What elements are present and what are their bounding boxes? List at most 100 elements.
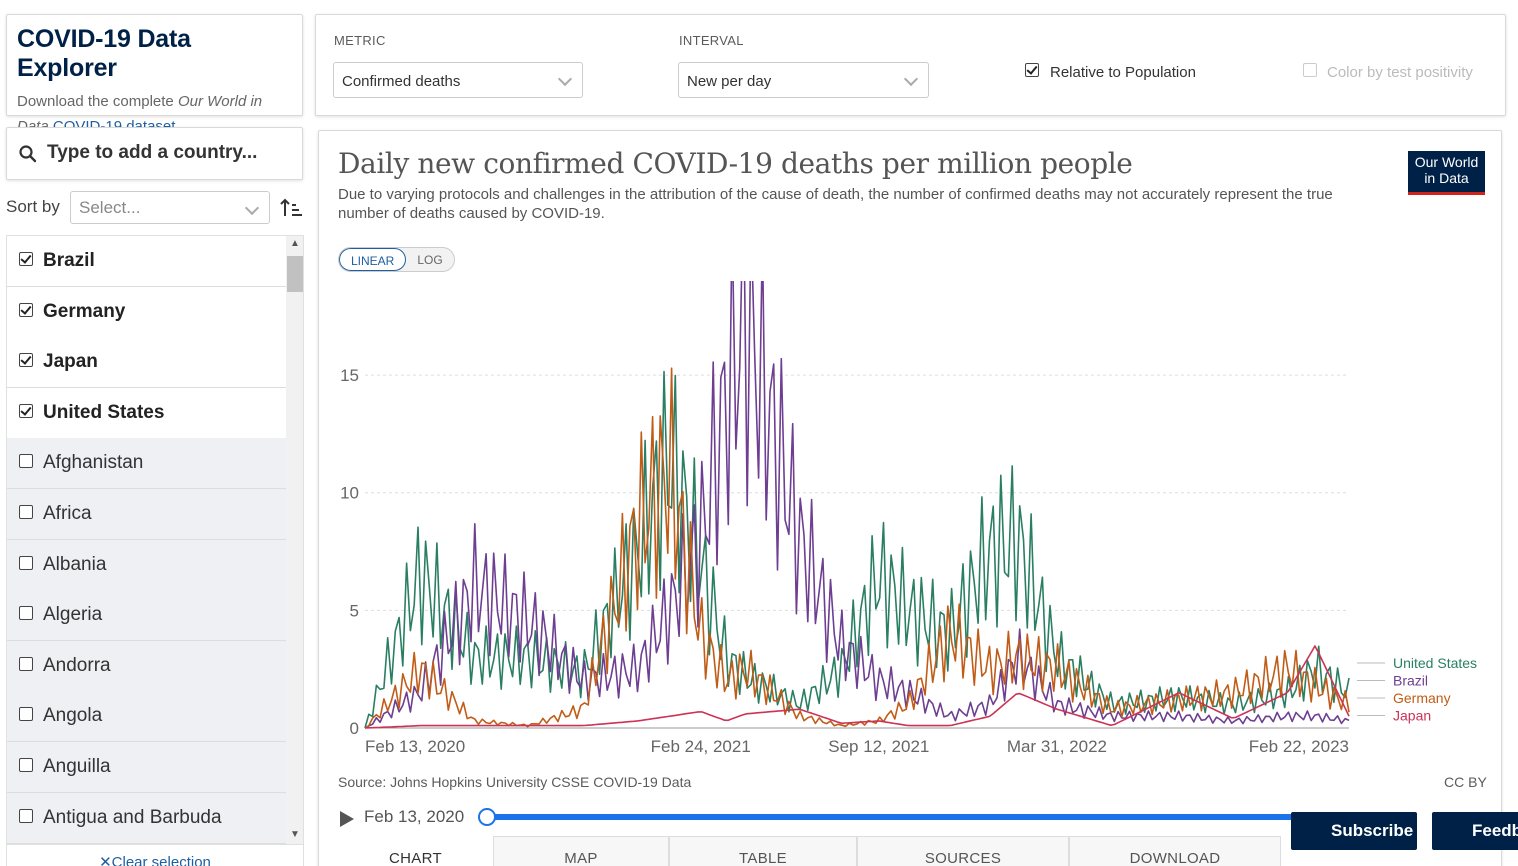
country-name: Africa	[43, 503, 92, 524]
relative-checkbox[interactable]	[1025, 63, 1039, 77]
y-tick-label: 5	[350, 601, 359, 620]
legend-label: Brazil	[1393, 673, 1428, 689]
desc-suffix: .	[175, 118, 179, 135]
country-item[interactable]: Afghanistan	[7, 438, 286, 490]
country-checkbox[interactable]	[19, 505, 33, 519]
title-panel: COVID-19 Data Explorer Download the comp…	[6, 14, 303, 135]
license-note[interactable]: CC BY	[1444, 774, 1487, 790]
x-tick-label: Sep 12, 2021	[828, 737, 929, 756]
x-tick-label: Feb 13, 2020	[365, 737, 465, 756]
country-checkbox[interactable]	[19, 454, 33, 469]
country-list: Brazil Germany Japan United States Afghanist…	[6, 235, 304, 845]
legend-label: Germany	[1393, 690, 1451, 706]
country-search[interactable]: Type to add a country...	[6, 127, 303, 180]
country-name: Angola	[43, 705, 103, 727]
chart-title: Daily new confirmed COVID-19 deaths per …	[338, 147, 1133, 180]
country-name: Anguilla	[43, 756, 111, 777]
series-line-united-states	[364, 370, 1350, 729]
tab-map[interactable]: MAP	[493, 836, 669, 866]
country-item[interactable]: Algeria	[7, 590, 286, 642]
country-name: Andorra	[43, 654, 111, 676]
sort-by-label: Sort by	[6, 197, 60, 216]
sort-ascending-icon[interactable]	[280, 198, 304, 218]
country-checkbox[interactable]	[19, 353, 33, 368]
timeline: Feb 13, 2020	[338, 803, 1488, 833]
country-checkbox[interactable]	[19, 656, 33, 671]
country-item[interactable]: Andorra	[7, 640, 286, 692]
legend-label: Japan	[1393, 708, 1431, 724]
scrollbar[interactable]: ▲ ▼	[286, 236, 303, 844]
timeline-start-handle[interactable]	[478, 808, 496, 826]
country-name: Germany	[43, 300, 126, 322]
chevron-down-icon	[903, 71, 919, 87]
x-tick-label: Feb 24, 2021	[651, 737, 751, 756]
country-checkbox[interactable]	[19, 707, 33, 722]
country-item[interactable]: Africa	[7, 489, 286, 540]
country-item[interactable]: Japan	[7, 337, 286, 389]
search-placeholder: Type to add a country...	[47, 142, 258, 163]
sort-placeholder: Select...	[79, 198, 141, 217]
tab-sources[interactable]: SOURCES	[857, 836, 1069, 866]
log-scale-button[interactable]: LOG	[417, 253, 443, 267]
country-checkbox[interactable]	[19, 555, 33, 570]
x-tick-label: Feb 22, 2023	[1249, 737, 1349, 756]
tab-download[interactable]: DOWNLOAD	[1069, 836, 1281, 866]
logo-line-1: Our World	[1414, 154, 1479, 170]
controls-panel: METRIC Confirmed deaths INTERVAL New per…	[315, 14, 1506, 116]
scroll-up-icon[interactable]: ▲	[290, 238, 300, 249]
app-title: COVID-19 Data Explorer	[17, 25, 191, 82]
source-note[interactable]: Source: Johns Hopkins University CSSE CO…	[338, 774, 692, 790]
desc-prefix: Download the complete	[17, 93, 178, 110]
country-item[interactable]: Angola	[7, 691, 286, 743]
country-item[interactable]: Anguilla	[7, 742, 286, 793]
legend-label: United States	[1393, 655, 1477, 671]
clear-selection-link[interactable]: ✕Clear selection	[6, 845, 304, 866]
timeline-start-date: Feb 13, 2020	[364, 807, 465, 826]
scroll-down-icon[interactable]: ▼	[290, 829, 300, 840]
country-name: United States	[43, 401, 165, 423]
chevron-down-icon	[244, 200, 260, 216]
linear-scale-button[interactable]: LINEAR	[339, 248, 407, 271]
scale-toggle[interactable]: LINEAR LOG	[338, 247, 455, 272]
country-item[interactable]: Brazil	[7, 236, 286, 287]
tab-table[interactable]: TABLE	[669, 836, 857, 866]
country-checkbox[interactable]	[19, 403, 33, 418]
metric-dropdown[interactable]: Confirmed deaths	[333, 62, 583, 98]
tab-chart[interactable]: CHART	[338, 836, 493, 866]
play-icon[interactable]	[338, 809, 356, 829]
feedback-label: Feedb	[1472, 821, 1518, 840]
timeline-slider[interactable]	[486, 814, 1356, 820]
series-line-japan	[364, 645, 1350, 729]
country-checkbox[interactable]	[19, 758, 33, 772]
owid-logo[interactable]: Our World in Data	[1408, 151, 1485, 195]
feedback-button[interactable]: Feedb	[1432, 812, 1518, 850]
country-item[interactable]: Antigua and Barbuda	[7, 792, 286, 844]
chart-panel: Daily new confirmed COVID-19 deaths per …	[318, 130, 1502, 866]
country-checkbox[interactable]	[19, 808, 33, 823]
scrollbar-thumb[interactable]	[287, 256, 303, 292]
chart-subtitle: Due to varying protocols and challenges …	[338, 186, 1333, 222]
sort-dropdown[interactable]: Select...	[70, 191, 270, 224]
country-checkbox[interactable]	[19, 302, 33, 317]
country-name: Brazil	[43, 250, 95, 271]
country-item[interactable]: United States	[7, 387, 286, 439]
country-item[interactable]: Albania	[7, 539, 286, 591]
chevron-down-icon	[557, 71, 573, 87]
country-name: Albania	[43, 553, 107, 575]
subscribe-label: Subscribe	[1331, 821, 1414, 840]
country-checkbox[interactable]	[19, 606, 33, 621]
country-name: Algeria	[43, 604, 103, 626]
interval-dropdown[interactable]: New per day	[678, 62, 929, 98]
interval-label: INTERVAL	[679, 33, 744, 48]
subscribe-button[interactable]: Subscribe	[1291, 812, 1417, 850]
interval-value: New per day	[687, 73, 772, 90]
chart-tabs: CHART MAP TABLE SOURCES DOWNLOAD	[338, 836, 1488, 866]
y-tick-label: 0	[350, 719, 359, 738]
country-checkbox[interactable]	[19, 252, 33, 266]
positivity-checkbox[interactable]	[1303, 63, 1317, 77]
clear-selection-label: Clear selection	[111, 854, 211, 866]
relative-label[interactable]: Relative to Population	[1050, 64, 1196, 81]
metric-value: Confirmed deaths	[342, 73, 461, 90]
country-item[interactable]: Germany	[7, 286, 286, 338]
positivity-label[interactable]: Color by test positivity	[1327, 64, 1473, 81]
